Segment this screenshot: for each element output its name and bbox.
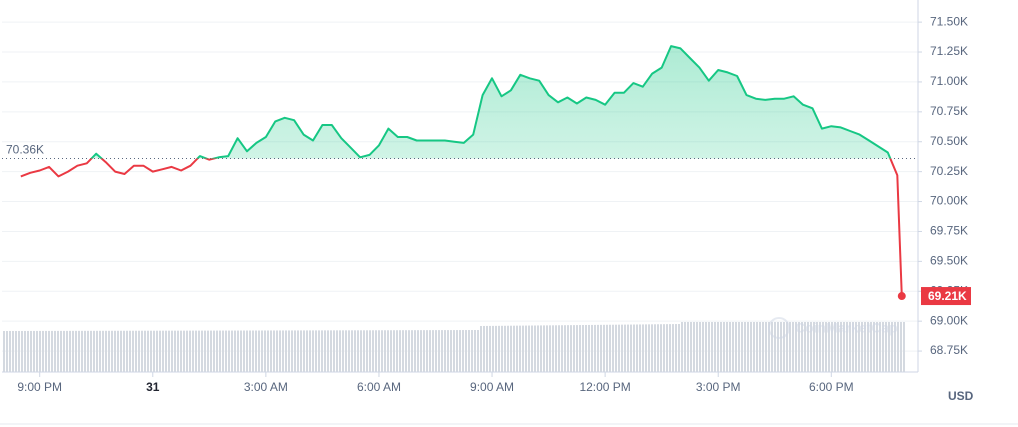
y-tick-label: 69.50K xyxy=(930,254,968,268)
y-tick-label: 70.50K xyxy=(930,134,968,148)
last-value-label: 69.21K xyxy=(928,289,967,303)
y-tick-label: 70.75K xyxy=(930,104,968,118)
baseline-label-bg xyxy=(4,142,46,157)
watermark: CoinMarketCap xyxy=(768,317,898,339)
y-tick-label: 69.75K xyxy=(930,224,968,238)
x-tick-label: 3:00 AM xyxy=(244,380,288,394)
last-point xyxy=(897,292,906,301)
currency-label: USD xyxy=(948,389,974,403)
x-tick-label: 12:00 PM xyxy=(579,380,630,394)
y-tick-label: 69.00K xyxy=(930,313,968,327)
price-area xyxy=(91,46,891,159)
price-line xyxy=(20,45,903,297)
y-tick-label: 71.25K xyxy=(930,44,968,58)
y-tick-label: 70.00K xyxy=(930,194,968,208)
x-tick-label: 9:00 PM xyxy=(17,380,62,394)
x-tick-label: 6:00 AM xyxy=(357,380,401,394)
watermark-text: CoinMarketCap xyxy=(795,320,898,336)
baseline-label: 70.36K xyxy=(6,143,44,157)
last-value-box xyxy=(921,287,971,306)
y-tick-label: 68.75K xyxy=(930,343,968,357)
volume-bars xyxy=(2,322,905,372)
x-tick-label: 31 xyxy=(146,380,160,394)
x-tick-label: 9:00 AM xyxy=(470,380,514,394)
y-tick-label: 71.50K xyxy=(930,14,968,28)
x-tick-label: 3:00 PM xyxy=(696,380,741,394)
y-tick-label: 71.00K xyxy=(930,74,968,88)
x-tick-label: 6:00 PM xyxy=(809,380,854,394)
y-tick-label: 70.25K xyxy=(930,164,968,178)
